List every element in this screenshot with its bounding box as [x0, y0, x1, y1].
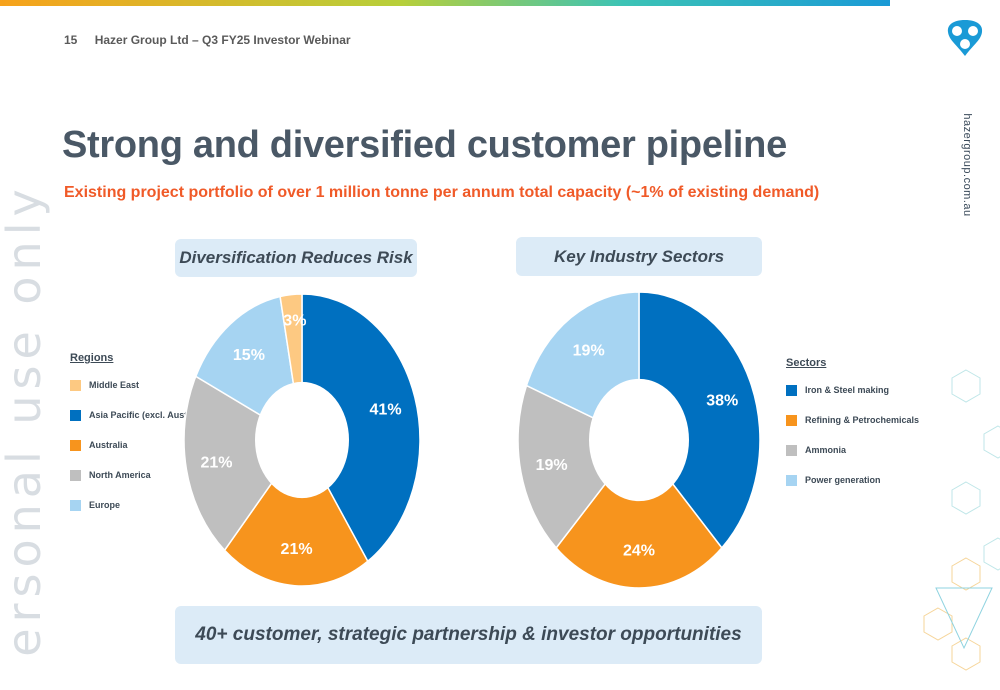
legend-label: Australia [89, 440, 128, 450]
legend-item: Europe [70, 496, 190, 514]
page-subtitle: Existing project portfolio of over 1 mil… [64, 184, 820, 201]
legend-swatch [70, 409, 81, 421]
donut-hole [255, 381, 349, 499]
slice-value-label: 24% [623, 543, 655, 560]
watermark-text: ersonal use only [0, 183, 51, 657]
donut-hole [589, 378, 689, 502]
pie-slice [301, 293, 421, 563]
donut-chart-sectors: 38% 24% 19% 19% [517, 291, 761, 589]
legend-swatch [70, 439, 81, 451]
legend-label: North America [89, 470, 151, 480]
legend-item: Australia [70, 436, 190, 454]
legend-label: Ammonia [805, 445, 847, 455]
legend-swatch [70, 379, 81, 391]
top-gradient-bar [0, 0, 890, 6]
chart-title-sectors: Key Industry Sectors [516, 237, 762, 276]
legend-swatch [786, 444, 797, 456]
legend-swatch [70, 469, 81, 481]
legend-label: Iron & Steel making [805, 385, 890, 395]
website-url-text: hazergroup.com.au [961, 113, 973, 217]
legend-label: Asia Pacific (excl. Aust) [89, 410, 191, 420]
legend-item: Refining & Petrochemicals [786, 411, 919, 429]
hexagon-pattern-icon [923, 369, 1000, 671]
legend-item: Middle East [70, 376, 190, 394]
pie-slice [183, 375, 304, 552]
legend-label: Power generation [805, 475, 881, 485]
donut-chart-regions: 41% 21% 21% 15% 3% [183, 293, 421, 587]
legend-item: Asia Pacific (excl. Aust) [70, 406, 190, 424]
legend-title: Sectors [786, 357, 827, 369]
legend-item: Ammonia [786, 441, 919, 459]
legend-title: Regions [70, 352, 114, 364]
legend-label: Europe [89, 500, 121, 510]
page-number: 15 [64, 33, 78, 47]
legend-swatch [786, 474, 797, 486]
legend-label: Refining & Petrochemicals [805, 415, 920, 425]
legend-sectors: Sectors Iron & Steel making Refining & P… [786, 357, 919, 501]
slice-value-label: 3% [283, 312, 306, 329]
slice-value-label: 19% [536, 457, 568, 474]
legend-swatch [786, 414, 797, 426]
slide-header: 15 Hazer Group Ltd – Q3 FY25 Investor We… [64, 33, 351, 47]
slice-value-label: 38% [706, 393, 738, 410]
deck-title: Hazer Group Ltd – Q3 FY25 Investor Webin… [94, 33, 351, 47]
pie-slice [555, 438, 723, 589]
watermark: ersonal use only [0, 150, 54, 690]
footer-banner: 40+ customer, strategic partnership & in… [175, 606, 762, 664]
legend-item: Power generation [786, 471, 919, 489]
pie-slice [638, 291, 761, 550]
slice-value-label: 21% [281, 541, 313, 558]
slice-value-label: 15% [233, 347, 265, 364]
legend-item: Iron & Steel making [786, 381, 919, 399]
slice-value-label: 41% [370, 402, 402, 419]
pie-slice [223, 438, 369, 587]
hazer-logo-icon [947, 20, 983, 56]
chart-title-regions: Diversification Reduces Risk [175, 239, 417, 277]
legend-label: Middle East [89, 380, 140, 390]
legend-item: North America [70, 466, 190, 484]
slice-value-label: 21% [200, 455, 232, 472]
legend-swatch [786, 384, 797, 396]
slice-value-label: 19% [573, 342, 605, 359]
page-title: Strong and diversified customer pipeline [62, 124, 787, 166]
legend-swatch [70, 499, 81, 511]
legend-regions: Regions Middle East Asia Pacific (excl. … [70, 352, 190, 526]
website-url: hazergroup.com.au [955, 110, 979, 220]
